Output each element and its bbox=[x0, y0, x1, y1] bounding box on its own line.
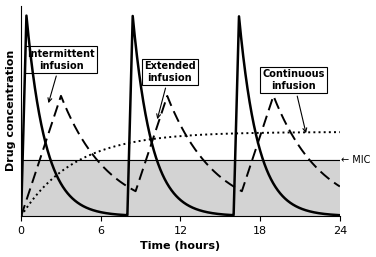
Bar bbox=[21, 160, 340, 216]
Text: Extended
infusion: Extended infusion bbox=[144, 61, 196, 118]
Text: Intermittent
infusion: Intermittent infusion bbox=[27, 49, 95, 102]
X-axis label: Time (hours): Time (hours) bbox=[140, 241, 221, 251]
Text: Continuous
infusion: Continuous infusion bbox=[262, 69, 324, 132]
Text: ← MIC: ← MIC bbox=[341, 155, 371, 165]
Y-axis label: Drug concentration: Drug concentration bbox=[6, 50, 15, 171]
